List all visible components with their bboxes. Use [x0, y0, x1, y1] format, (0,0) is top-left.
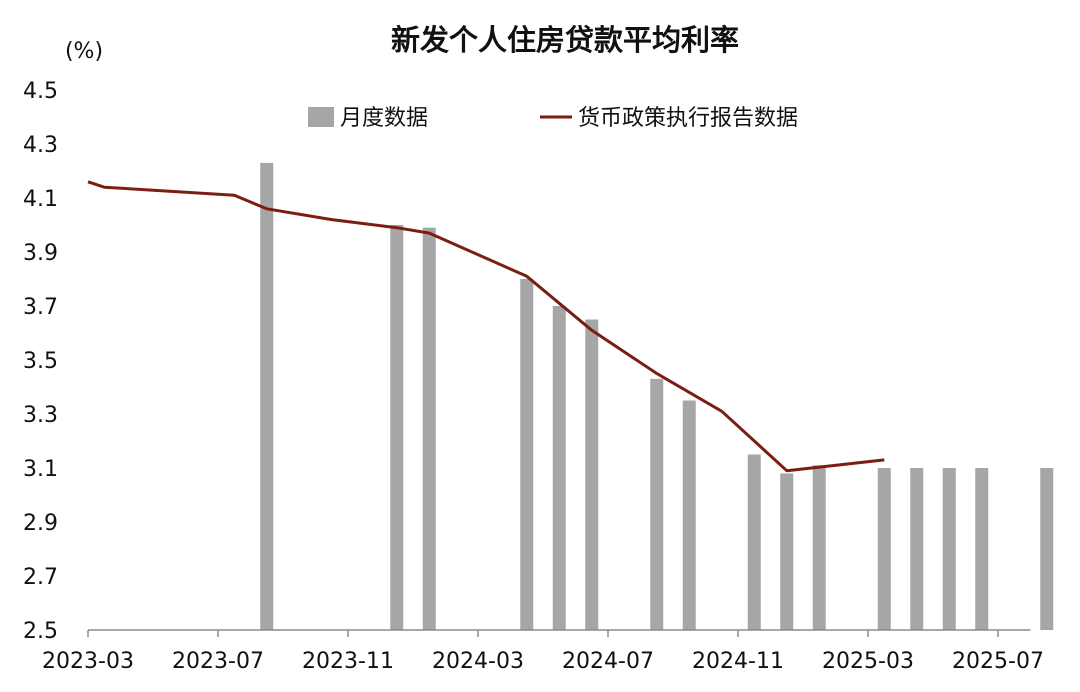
chart-title: 新发个人住房贷款平均利率: [391, 23, 739, 57]
monthly-bar: [1040, 468, 1054, 630]
legend-swatch-monthly: [308, 107, 334, 127]
x-tick-label: 2023-11: [302, 649, 394, 674]
y-tick-label: 4.1: [23, 187, 58, 212]
monthly-bar: [260, 162, 274, 630]
monthly-bar: [910, 468, 924, 630]
monthly-bar: [650, 378, 664, 630]
monthly-bars: [260, 162, 1054, 630]
legend-label-monthly: 月度数据: [340, 106, 428, 131]
monthly-bar: [942, 468, 956, 630]
legend: 月度数据 货币政策执行报告数据: [308, 106, 798, 131]
x-tick-label: 2024-07: [562, 649, 654, 674]
y-tick-label: 3.9: [23, 241, 58, 266]
y-tick-label: 3.3: [23, 403, 58, 428]
y-tick-label: 4.3: [23, 133, 58, 158]
y-tick-label: 3.5: [23, 349, 58, 374]
monthly-bar: [552, 306, 566, 630]
x-tick-label: 2023-03: [42, 649, 134, 674]
monthly-bar: [877, 468, 891, 630]
monthly-bar: [520, 279, 534, 630]
x-tick-label: 2023-07: [172, 649, 264, 674]
monthly-bar: [422, 227, 436, 630]
y-axis-unit: (%): [65, 39, 103, 64]
monthly-bar: [780, 473, 794, 630]
y-tick-label: 4.5: [23, 79, 58, 104]
monthly-bar: [585, 319, 599, 630]
legend-label-report: 货币政策执行报告数据: [578, 106, 798, 131]
x-tick-label: 2025-07: [952, 649, 1044, 674]
x-tick-label: 2024-11: [692, 649, 784, 674]
monthly-bar: [390, 225, 404, 630]
monthly-bar: [975, 468, 989, 630]
report-line: [87, 180, 885, 473]
y-tick-label: 3.1: [23, 457, 58, 482]
x-axis: 2023-03 2023-07 2023-11 2024-03 2024-07 2024-…: [42, 629, 1044, 674]
monthly-bar: [682, 400, 696, 630]
x-tick-label: 2025-03: [822, 649, 914, 674]
monthly-bar: [747, 454, 761, 630]
y-tick-label: 3.7: [23, 295, 58, 320]
y-axis-ticks: 2.5 2.7 2.9 3.1 3.3 3.5 3.7 3.9 4.1 4.3 4.5: [23, 79, 58, 644]
report-line-layer: [87, 180, 885, 473]
monthly-bar: [812, 465, 826, 630]
y-tick-label: 2.9: [23, 511, 58, 536]
y-tick-label: 2.7: [23, 565, 58, 590]
x-tick-label: 2024-03: [432, 649, 524, 674]
y-tick-label: 2.5: [23, 619, 58, 644]
